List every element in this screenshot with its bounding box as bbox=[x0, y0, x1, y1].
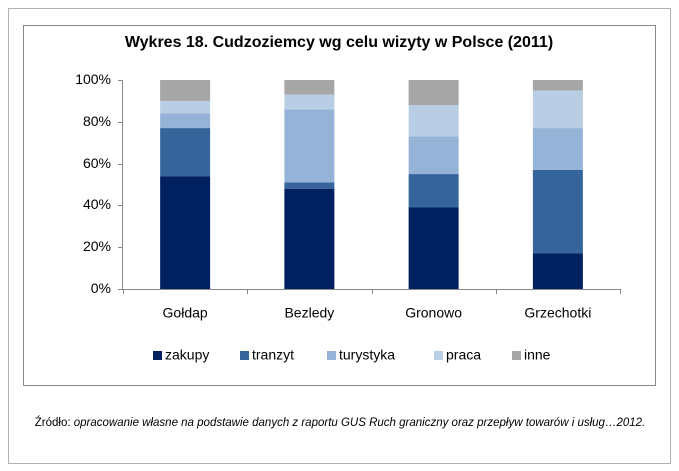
bar-segment bbox=[160, 100, 211, 114]
bar-segment bbox=[284, 182, 335, 189]
bar-segment bbox=[408, 80, 459, 106]
bar-segment bbox=[408, 207, 459, 289]
x-tick-label: Grzechotki bbox=[524, 305, 591, 321]
y-tick-label: 40% bbox=[83, 196, 111, 212]
bar-segment bbox=[160, 176, 211, 289]
source-prefix: Źródło: bbox=[34, 417, 71, 429]
bar-segment bbox=[408, 105, 459, 137]
y-tick-label: 100% bbox=[75, 71, 111, 87]
legend-label: praca bbox=[446, 347, 481, 363]
bar-segment bbox=[532, 80, 583, 91]
bar-segment bbox=[284, 94, 335, 110]
outer-frame bbox=[8, 8, 671, 464]
bar-segment bbox=[160, 80, 211, 101]
legend-swatch bbox=[512, 351, 521, 360]
y-tick-label: 60% bbox=[83, 155, 111, 171]
bar-segment bbox=[284, 80, 335, 95]
legend-label: zakupy bbox=[165, 347, 209, 363]
bar-segment bbox=[284, 109, 335, 183]
bar-segment bbox=[408, 136, 459, 175]
bar-segment bbox=[160, 128, 211, 177]
source-note: Źródło: opracowanie własne na podstawie … bbox=[30, 415, 650, 432]
bar-segment bbox=[408, 174, 459, 208]
bar-segment bbox=[532, 253, 583, 289]
legend-swatch bbox=[240, 351, 249, 360]
y-tick-label: 20% bbox=[83, 238, 111, 254]
bar-segment bbox=[284, 188, 335, 289]
bar-segment bbox=[532, 128, 583, 170]
bar-segment bbox=[160, 113, 211, 129]
source-text: opracowanie własne na podstawie danych z… bbox=[73, 417, 646, 429]
y-tick-label: 80% bbox=[83, 113, 111, 129]
legend-label: turystyka bbox=[339, 347, 395, 363]
bar-segment bbox=[532, 90, 583, 129]
y-tick-label: 0% bbox=[91, 280, 111, 296]
legend-swatch bbox=[327, 351, 336, 360]
legend-swatch bbox=[153, 351, 162, 360]
legend-swatch bbox=[434, 351, 443, 360]
x-tick-label: Gronowo bbox=[405, 305, 462, 321]
x-tick-label: Bezledy bbox=[284, 305, 334, 321]
legend-label: tranzyt bbox=[252, 347, 294, 363]
chart-title: Wykres 18. Cudzoziemcy wg celu wizyty w … bbox=[125, 34, 553, 51]
x-tick-label: Gołdap bbox=[163, 305, 208, 321]
legend-label: inne bbox=[524, 347, 551, 363]
bar-segment bbox=[532, 169, 583, 254]
